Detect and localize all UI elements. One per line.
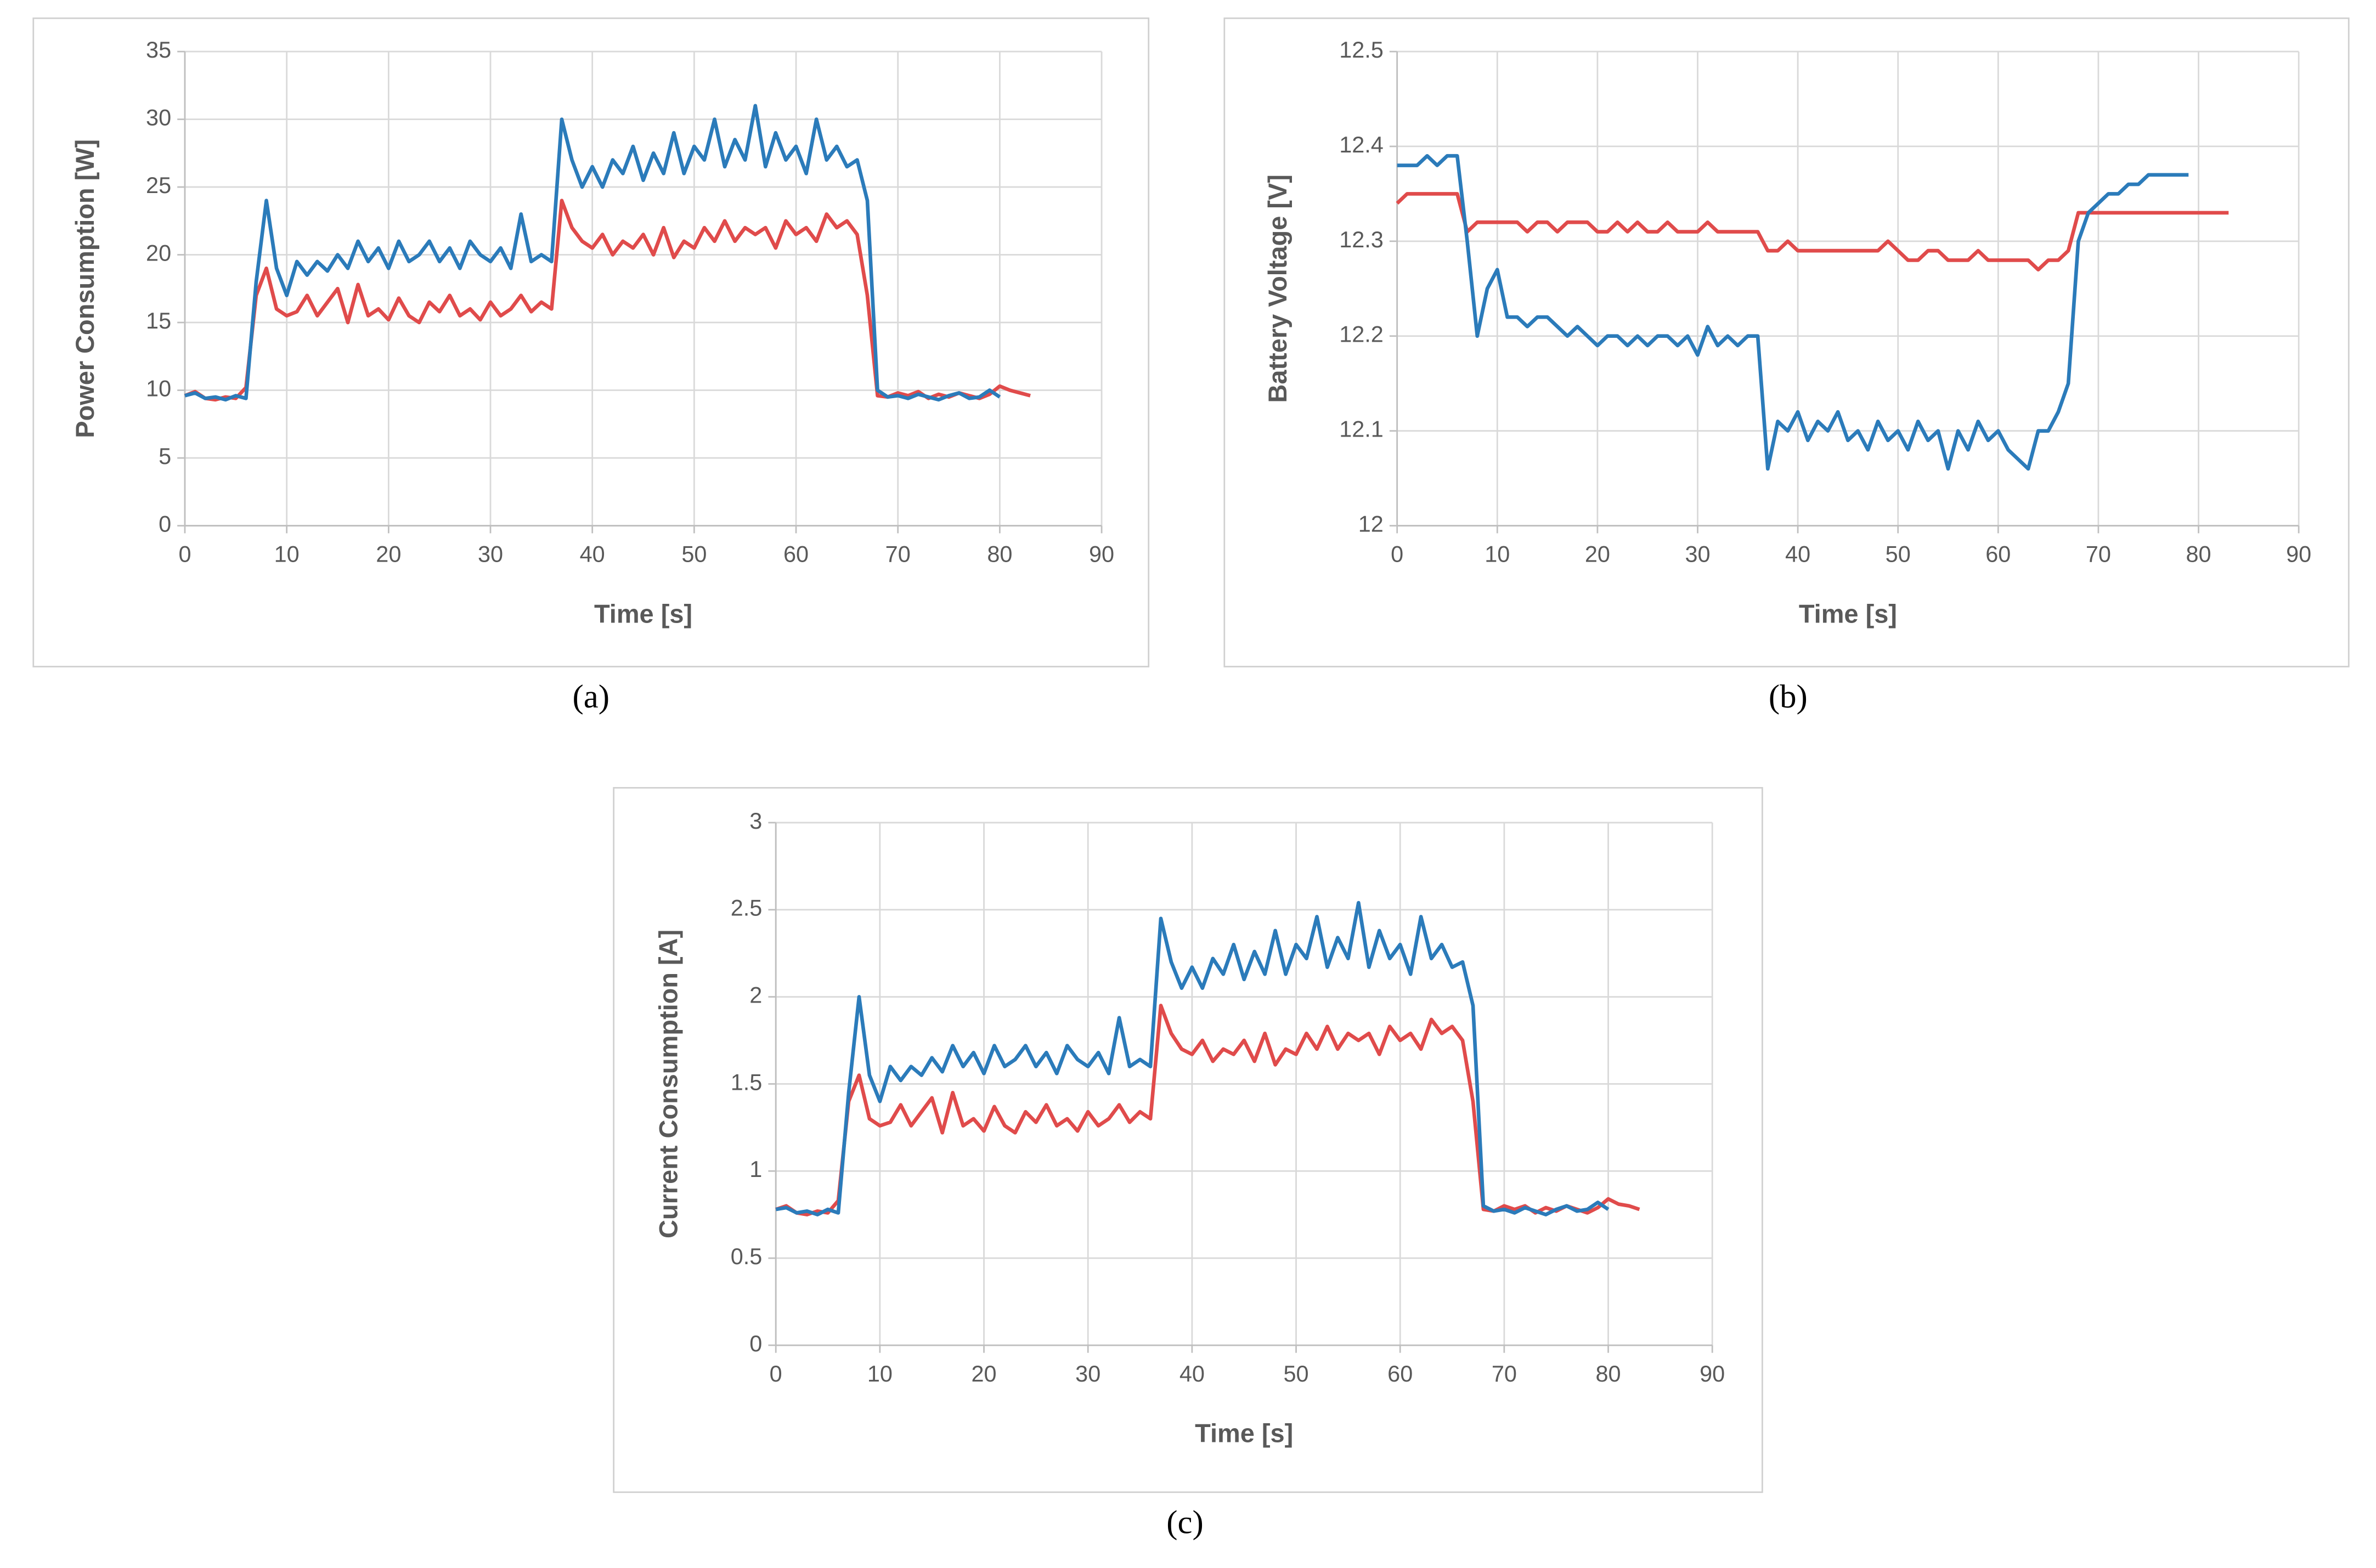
caption: (b): [1769, 678, 1808, 715]
y-axis-title: Power Consumption [W]: [70, 139, 99, 438]
x-axis-title: Time [s]: [594, 599, 692, 628]
y-tick-label: 10: [146, 375, 171, 401]
x-tick-label: 70: [2086, 541, 2111, 567]
x-tick-label: 90: [1089, 541, 1114, 567]
x-tick-label: 10: [274, 541, 300, 567]
x-tick-label: 80: [987, 541, 1012, 567]
y-tick-label: 20: [146, 240, 171, 265]
x-tick-label: 10: [1485, 541, 1510, 567]
y-tick-label: 0: [749, 1331, 762, 1356]
y-tick-label: 1.5: [731, 1069, 763, 1095]
x-tick-label: 40: [1785, 541, 1810, 567]
x-tick-label: 90: [2286, 541, 2311, 567]
x-axis-title: Time [s]: [1799, 599, 1897, 628]
x-tick-label: 80: [1595, 1361, 1621, 1386]
x-tick-label: 10: [867, 1361, 893, 1386]
x-axis-title: Time [s]: [1195, 1419, 1293, 1448]
y-tick-label: 3: [749, 808, 762, 834]
x-tick-label: 50: [1283, 1361, 1308, 1386]
y-tick-label: 2: [749, 982, 762, 1008]
x-tick-label: 70: [1492, 1361, 1517, 1386]
x-tick-label: 0: [770, 1361, 782, 1386]
y-tick-label: 0: [159, 511, 171, 536]
x-tick-label: 20: [971, 1361, 996, 1386]
y-tick-label: 12.1: [1339, 416, 1384, 442]
y-tick-label: 12.5: [1339, 37, 1384, 63]
panel-border: [1223, 17, 2350, 667]
panel-border: [613, 787, 1763, 1493]
y-tick-label: 12.2: [1339, 321, 1384, 347]
series-line: [1397, 154, 2189, 471]
y-tick-label: 5: [159, 443, 171, 469]
x-tick-label: 40: [1179, 1361, 1205, 1386]
y-tick-label: 12: [1358, 511, 1384, 536]
y-tick-label: 25: [146, 172, 171, 198]
x-tick-label: 60: [1985, 541, 2011, 567]
x-tick-label: 30: [1685, 541, 1710, 567]
x-tick-label: 40: [580, 541, 605, 567]
x-tick-label: 30: [478, 541, 503, 567]
x-tick-label: 0: [178, 541, 191, 567]
x-tick-label: 90: [1700, 1361, 1725, 1386]
x-tick-label: 80: [2186, 541, 2211, 567]
caption: (c): [1166, 1504, 1203, 1541]
y-tick-label: 0.5: [731, 1243, 763, 1269]
x-tick-label: 60: [783, 541, 809, 567]
series-line: [184, 104, 1001, 402]
y-tick-label: 15: [146, 308, 171, 333]
chart-panel: 0 5 10 15 20 25 30 35 0 10 20 30 40 50 60 70 80 90 Time [s…: [32, 17, 1150, 715]
x-tick-label: 30: [1075, 1361, 1100, 1386]
series-line: [775, 901, 1610, 1216]
caption: (a): [573, 678, 609, 715]
y-tick-label: 30: [146, 104, 171, 130]
x-tick-label: 50: [1886, 541, 1911, 567]
x-tick-label: 20: [1585, 541, 1610, 567]
x-tick-label: 20: [376, 541, 401, 567]
y-tick-label: 1: [749, 1156, 762, 1182]
y-tick-label: 2.5: [731, 895, 763, 921]
x-tick-label: 0: [1391, 541, 1403, 567]
y-tick-label: 12.4: [1339, 132, 1384, 157]
chart-panel: 12 12.1 12.2 12.3 12.4 12.5 0 10 20 30 40 50 60 70 80 9…: [1223, 17, 2350, 715]
y-tick-label: 35: [146, 37, 171, 63]
y-axis-title: Battery Voltage [V]: [1263, 174, 1292, 403]
y-axis-title: Current Consumption [A]: [654, 930, 683, 1238]
x-tick-label: 50: [681, 541, 707, 567]
y-tick-label: 12.3: [1339, 227, 1384, 252]
panel-border: [32, 17, 1150, 667]
x-tick-label: 70: [885, 541, 911, 567]
x-tick-label: 60: [1387, 1361, 1413, 1386]
